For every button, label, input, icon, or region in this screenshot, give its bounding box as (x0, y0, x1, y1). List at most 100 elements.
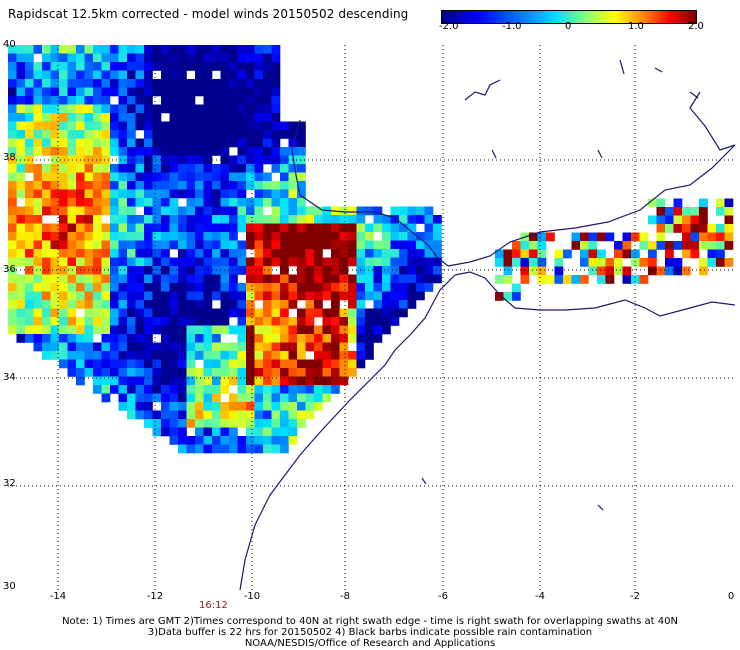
wind-cell (59, 359, 68, 369)
wind-cell (101, 53, 111, 63)
wind-cell (33, 283, 43, 292)
wind-cell (237, 155, 247, 165)
wind-cell (84, 206, 94, 216)
wind-cell (254, 70, 264, 80)
wind-cell (673, 241, 683, 250)
wind-cell (135, 138, 145, 148)
wind-cell (195, 291, 204, 301)
wind-cell (76, 334, 85, 343)
wind-cell (118, 138, 128, 148)
wind-cell (161, 96, 170, 105)
wind-cell (8, 274, 17, 284)
wind-cell (67, 334, 77, 343)
wind-cell (390, 300, 400, 309)
wind-cell (25, 325, 34, 335)
wind-cell (288, 334, 298, 343)
wind-cell (178, 376, 187, 386)
wind-cell (212, 79, 221, 88)
wind-cell (144, 410, 153, 420)
wind-cell (16, 172, 26, 182)
wind-cell (246, 385, 255, 394)
wind-cell (127, 223, 136, 233)
wind-cell (50, 155, 60, 165)
wind-cell (8, 113, 17, 122)
wind-cell (322, 342, 332, 352)
wind-cell (495, 275, 504, 284)
wind-cell (50, 274, 60, 284)
wind-cell (203, 198, 213, 207)
wind-cell (229, 172, 238, 182)
wind-cell (597, 249, 606, 259)
wind-cell (195, 79, 204, 88)
wind-cell (280, 291, 289, 301)
wind-cell (144, 181, 153, 190)
wind-cell (178, 240, 187, 250)
wind-cell (212, 198, 221, 207)
wind-cell (127, 87, 136, 97)
wind-cell (254, 62, 264, 71)
wind-cell (33, 130, 43, 139)
wind-cell (101, 351, 111, 360)
wind-cell (169, 308, 179, 318)
wind-cell (118, 402, 128, 411)
wind-cell (263, 45, 272, 54)
wind-cell (84, 96, 94, 105)
wind-cell (186, 206, 196, 216)
wind-cell (186, 198, 196, 207)
wind-cell (67, 300, 77, 309)
wind-cell (25, 155, 34, 165)
wind-cell (178, 223, 187, 233)
wind-cell (169, 317, 179, 326)
wind-cell (229, 266, 238, 275)
wind-cell (169, 291, 179, 301)
wind-cell (169, 232, 179, 241)
wind-cell (93, 291, 102, 301)
wind-cell (195, 402, 204, 411)
wind-cell (229, 198, 238, 207)
wind-cell (178, 266, 187, 275)
wind-cell (305, 342, 315, 352)
wind-cell (33, 121, 43, 131)
wind-cell (203, 113, 213, 122)
wind-cell (399, 283, 408, 292)
wind-cell (724, 258, 734, 267)
wind-cell (152, 198, 162, 207)
wind-cell (724, 241, 734, 250)
wind-cell (161, 232, 170, 241)
wind-cell (382, 257, 391, 267)
wind-cell (84, 164, 94, 173)
wind-cell (665, 207, 674, 216)
wind-cell (648, 258, 657, 267)
wind-cell (161, 223, 170, 233)
wind-cell (127, 351, 136, 360)
wind-cell (314, 385, 323, 394)
wind-cell (127, 283, 136, 292)
wind-cell (280, 444, 289, 454)
wind-cell (33, 257, 43, 267)
wind-cell (237, 240, 247, 250)
wind-cell (135, 164, 145, 173)
wind-cell (297, 189, 306, 199)
wind-cell (237, 385, 247, 394)
wind-cell (33, 87, 43, 97)
wind-cell (237, 317, 247, 326)
wind-cell (203, 325, 213, 335)
wind-cell (144, 189, 153, 199)
wind-cell (59, 70, 68, 80)
wind-cell (305, 325, 315, 335)
wind-cell (212, 308, 221, 318)
wind-cell (254, 334, 264, 343)
wind-cell (50, 130, 60, 139)
wind-cell (76, 113, 85, 122)
wind-cell (25, 232, 34, 241)
wind-cell (305, 223, 315, 233)
wind-cell (101, 232, 111, 241)
wind-cell (263, 385, 272, 394)
wind-cell (203, 376, 213, 386)
wind-cell (118, 113, 128, 122)
wind-cell (76, 121, 85, 131)
wind-cell (195, 155, 204, 165)
wind-cell (520, 275, 530, 284)
wind-cell (220, 436, 230, 445)
wind-cell (246, 402, 255, 411)
